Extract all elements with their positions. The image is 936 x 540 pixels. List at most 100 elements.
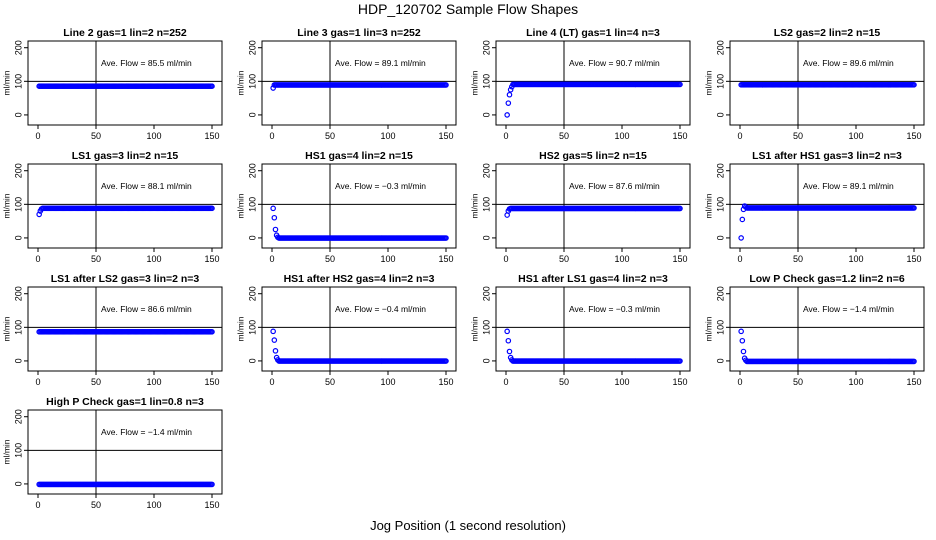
x-tick-label: 50 [91, 131, 101, 141]
panel-title: Line 3 gas=1 lin=3 n=252 [297, 27, 421, 39]
average-flow-annotation: Ave. Flow = 86.6 ml/min [101, 304, 192, 314]
x-tick-label: 50 [793, 377, 803, 387]
page-title: HDP_120702 Sample Flow Shapes [357, 1, 579, 17]
plot-frame [261, 40, 457, 126]
data-point [36, 211, 42, 218]
average-flow-annotation: Ave. Flow = −1.4 ml/min [803, 304, 894, 314]
y-tick-label: 100 [13, 197, 23, 212]
plot-panel: LS2 gas=2 lin=2 n=15 Ave. Flow = 89.6 ml/… [703, 27, 925, 141]
data-point [911, 205, 917, 211]
y-tick-label: 200 [13, 163, 23, 178]
panel-title: Line 4 (LT) gas=1 lin=4 n=3 [526, 27, 660, 39]
x-tick-label: 50 [325, 131, 335, 141]
x-tick-label: 100 [380, 131, 395, 141]
panel-title: HS1 gas=4 lin=2 n=15 [305, 150, 413, 162]
y-tick-label: 200 [247, 163, 257, 178]
data-point [271, 214, 278, 221]
data-point [443, 358, 449, 364]
x-tick-label: 150 [906, 131, 921, 141]
panel-title: HS1 after HS2 gas=4 lin=2 n=3 [284, 273, 435, 285]
plot-frame [27, 409, 223, 495]
y-tick-label: 100 [13, 74, 23, 89]
panel-title: LS1 after LS2 gas=3 lin=2 n=3 [51, 273, 200, 285]
y-tick-label: 100 [715, 197, 725, 212]
x-tick-label: 100 [380, 377, 395, 387]
y-tick-label: 200 [247, 40, 257, 55]
panel-title: Line 2 gas=1 lin=2 n=252 [63, 27, 187, 39]
plot-panel: LS1 after HS1 gas=3 lin=2 n=3 Ave. Flow =… [703, 150, 925, 264]
plot-panel: Line 4 (LT) gas=1 lin=4 n=3 Ave. Flow = 9… [469, 27, 691, 141]
plot-panel: Line 2 gas=1 lin=2 n=252 Ave. Flow = 85.5… [1, 27, 223, 141]
data-point [677, 205, 683, 212]
panel-title: HS1 after LS1 gas=4 lin=2 n=3 [518, 273, 668, 285]
y-tick-label: 0 [715, 358, 725, 363]
x-tick-label: 100 [614, 131, 629, 141]
data-point [505, 337, 512, 344]
data-point [443, 235, 449, 241]
y-axis-label: ml/min [469, 316, 479, 341]
x-tick-label: 150 [204, 377, 219, 387]
x-tick-label: 0 [737, 254, 742, 264]
average-flow-annotation: Ave. Flow = −1.4 ml/min [101, 427, 192, 437]
y-tick-label: 0 [481, 235, 491, 240]
y-tick-label: 100 [247, 197, 257, 212]
data-point [270, 205, 276, 212]
x-tick-label: 0 [269, 131, 274, 141]
y-axis-label: ml/min [469, 193, 479, 218]
data-point [506, 348, 513, 355]
plot-frame [495, 286, 691, 372]
data-point [739, 216, 746, 223]
plot-frame [729, 163, 925, 249]
y-tick-label: 0 [715, 112, 725, 117]
x-tick-label: 0 [35, 131, 40, 141]
data-point [739, 337, 746, 344]
x-tick-label: 0 [35, 500, 40, 510]
y-axis-label: ml/min [1, 70, 11, 95]
average-flow-annotation: Ave. Flow = 89.6 ml/min [803, 58, 894, 68]
plot-panel: High P Check gas=1 lin=0.8 n=3 Ave. Flow … [1, 396, 223, 510]
x-tick-label: 50 [793, 131, 803, 141]
data-point [209, 205, 215, 212]
y-tick-label: 200 [715, 40, 725, 55]
x-tick-label: 150 [204, 500, 219, 510]
y-tick-label: 100 [247, 320, 257, 335]
plot-panel: HS1 gas=4 lin=2 n=15 Ave. Flow = −0.3 ml/… [235, 150, 457, 264]
data-point [506, 91, 513, 98]
x-tick-label: 50 [91, 254, 101, 264]
plot-panel: HS1 after LS1 gas=4 lin=2 n=3 Ave. Flow =… [469, 273, 691, 387]
panel-title: LS1 gas=3 lin=2 n=15 [72, 150, 179, 162]
y-axis-label: ml/min [1, 439, 11, 464]
x-tick-label: 0 [269, 254, 274, 264]
x-tick-label: 100 [614, 254, 629, 264]
x-tick-label: 150 [204, 254, 219, 264]
plot-panel: Low P Check gas=1.2 lin=2 n=6 Ave. Flow =… [703, 273, 925, 387]
plot-frame [495, 163, 691, 249]
x-tick-label: 50 [325, 377, 335, 387]
x-axis-caption: Jog Position (1 second resolution) [370, 518, 566, 533]
x-tick-label: 100 [380, 254, 395, 264]
data-point [272, 226, 279, 233]
y-tick-label: 0 [13, 358, 23, 363]
y-tick-label: 200 [13, 40, 23, 55]
y-tick-label: 200 [481, 40, 491, 55]
data-point [209, 329, 215, 335]
x-tick-label: 100 [848, 254, 863, 264]
y-axis-label: ml/min [469, 70, 479, 95]
y-tick-label: 0 [481, 112, 491, 117]
x-tick-label: 0 [503, 131, 508, 141]
data-point [271, 337, 278, 343]
plot-panel: HS2 gas=5 lin=2 n=15 Ave. Flow = 87.6 ml/… [469, 150, 691, 264]
data-point [911, 82, 917, 88]
y-tick-label: 0 [13, 235, 23, 240]
x-tick-label: 0 [503, 254, 508, 264]
data-point [270, 328, 276, 335]
x-tick-label: 150 [204, 131, 219, 141]
data-point [443, 82, 449, 88]
x-tick-label: 100 [848, 131, 863, 141]
y-tick-label: 100 [481, 320, 491, 335]
y-tick-label: 0 [715, 235, 725, 240]
y-tick-label: 200 [13, 286, 23, 301]
data-point [505, 100, 512, 106]
x-tick-label: 150 [438, 131, 453, 141]
